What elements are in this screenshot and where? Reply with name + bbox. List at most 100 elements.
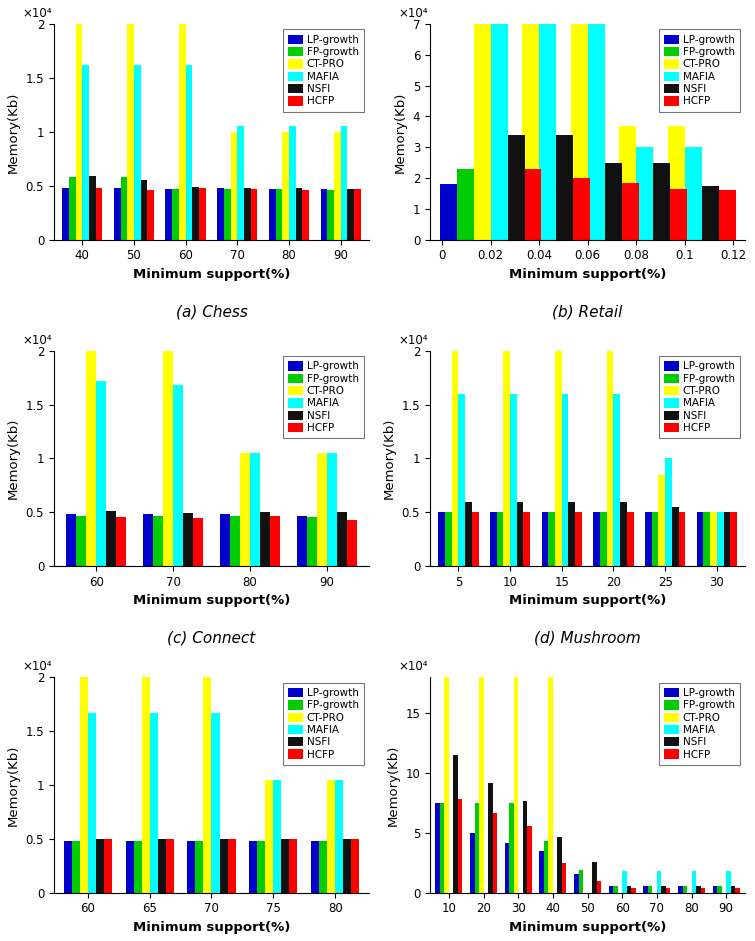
Bar [134, 65, 140, 240]
Bar [347, 189, 354, 240]
Bar [203, 678, 211, 893]
Bar [613, 394, 620, 566]
Y-axis label: Memory(Kb): Memory(Kb) [394, 91, 407, 172]
Legend: LP-growth, FP-growth, CT-PRO, MAFIA, NSFI, HCFP: LP-growth, FP-growth, CT-PRO, MAFIA, NSF… [283, 356, 364, 439]
Bar [62, 188, 69, 240]
Bar [63, 841, 72, 893]
Bar [269, 189, 276, 240]
Bar [451, 351, 458, 566]
Y-axis label: Memory(Kb): Memory(Kb) [7, 744, 20, 826]
Bar [505, 175, 522, 240]
Bar [713, 885, 717, 893]
Bar [158, 839, 166, 893]
Bar [621, 183, 639, 240]
Bar [327, 190, 334, 240]
Bar [587, 24, 605, 240]
Bar [620, 502, 627, 566]
Text: (d) Mushroom: (d) Mushroom [535, 630, 641, 646]
Bar [648, 885, 652, 893]
Bar [270, 516, 280, 566]
Bar [569, 502, 575, 566]
Text: ×10⁴: ×10⁴ [23, 333, 52, 346]
Bar [347, 519, 357, 566]
Bar [317, 454, 327, 566]
Bar [539, 851, 544, 893]
Bar [276, 189, 282, 240]
Bar [670, 189, 687, 240]
Text: ×10⁴: ×10⁴ [399, 333, 428, 346]
Bar [86, 351, 96, 566]
Bar [507, 135, 525, 240]
Bar [553, 180, 571, 240]
Bar [527, 826, 532, 893]
Bar [96, 381, 106, 566]
Bar [716, 512, 723, 566]
Bar [143, 515, 153, 566]
X-axis label: Minimum support(%): Minimum support(%) [509, 268, 666, 280]
Bar [562, 863, 566, 893]
Bar [96, 839, 104, 893]
Bar [672, 507, 679, 566]
Bar [106, 511, 116, 566]
Bar [493, 813, 497, 893]
Bar [578, 870, 583, 893]
Bar [183, 514, 193, 566]
Bar [490, 512, 497, 566]
Bar [600, 512, 607, 566]
Bar [69, 177, 76, 240]
Bar [153, 516, 163, 566]
Bar [438, 512, 445, 566]
Bar [76, 24, 82, 240]
Bar [334, 132, 341, 240]
Bar [571, 24, 587, 240]
Bar [488, 184, 505, 240]
Bar [696, 885, 701, 893]
Bar [237, 126, 244, 240]
Bar [303, 190, 310, 240]
Bar [166, 839, 174, 893]
Bar [193, 518, 203, 566]
Bar [562, 394, 569, 566]
Bar [710, 512, 716, 566]
Bar [658, 474, 665, 566]
Bar [472, 512, 479, 566]
Text: ×10⁴: ×10⁴ [399, 661, 428, 673]
Bar [692, 871, 696, 893]
Bar [514, 678, 518, 893]
Bar [605, 163, 621, 240]
Bar [289, 839, 297, 893]
Bar [544, 841, 548, 893]
Bar [475, 803, 479, 893]
Bar [327, 454, 337, 566]
Bar [76, 516, 86, 566]
X-axis label: Minimum support(%): Minimum support(%) [133, 921, 290, 934]
Bar [653, 163, 670, 240]
Y-axis label: Memory(Kb): Memory(Kb) [7, 91, 20, 172]
Legend: LP-growth, FP-growth, CT-PRO, MAFIA, NSFI, HCFP: LP-growth, FP-growth, CT-PRO, MAFIA, NSF… [659, 682, 740, 765]
Bar [116, 517, 126, 566]
Bar [479, 678, 484, 893]
Text: ×10⁴: ×10⁴ [23, 7, 52, 20]
Bar [633, 185, 651, 240]
Text: (b) Retail: (b) Retail [553, 304, 623, 319]
Bar [505, 842, 510, 893]
Legend: LP-growth, FP-growth, CT-PRO, MAFIA, NSFI, HCFP: LP-growth, FP-growth, CT-PRO, MAFIA, NSF… [283, 682, 364, 765]
Y-axis label: Memory(Kb): Memory(Kb) [383, 418, 396, 499]
Bar [337, 512, 347, 566]
Bar [186, 65, 193, 240]
Bar [454, 756, 458, 893]
Bar [335, 780, 344, 893]
X-axis label: Minimum support(%): Minimum support(%) [509, 595, 666, 608]
Bar [504, 351, 510, 566]
X-axis label: Minimum support(%): Minimum support(%) [509, 921, 666, 934]
Bar [249, 841, 257, 893]
Bar [165, 189, 172, 240]
Bar [80, 678, 88, 893]
Bar [227, 839, 236, 893]
Bar [723, 512, 730, 566]
Bar [510, 394, 516, 566]
Bar [627, 885, 631, 893]
Bar [585, 185, 602, 240]
Bar [522, 24, 539, 240]
Bar [140, 181, 147, 240]
